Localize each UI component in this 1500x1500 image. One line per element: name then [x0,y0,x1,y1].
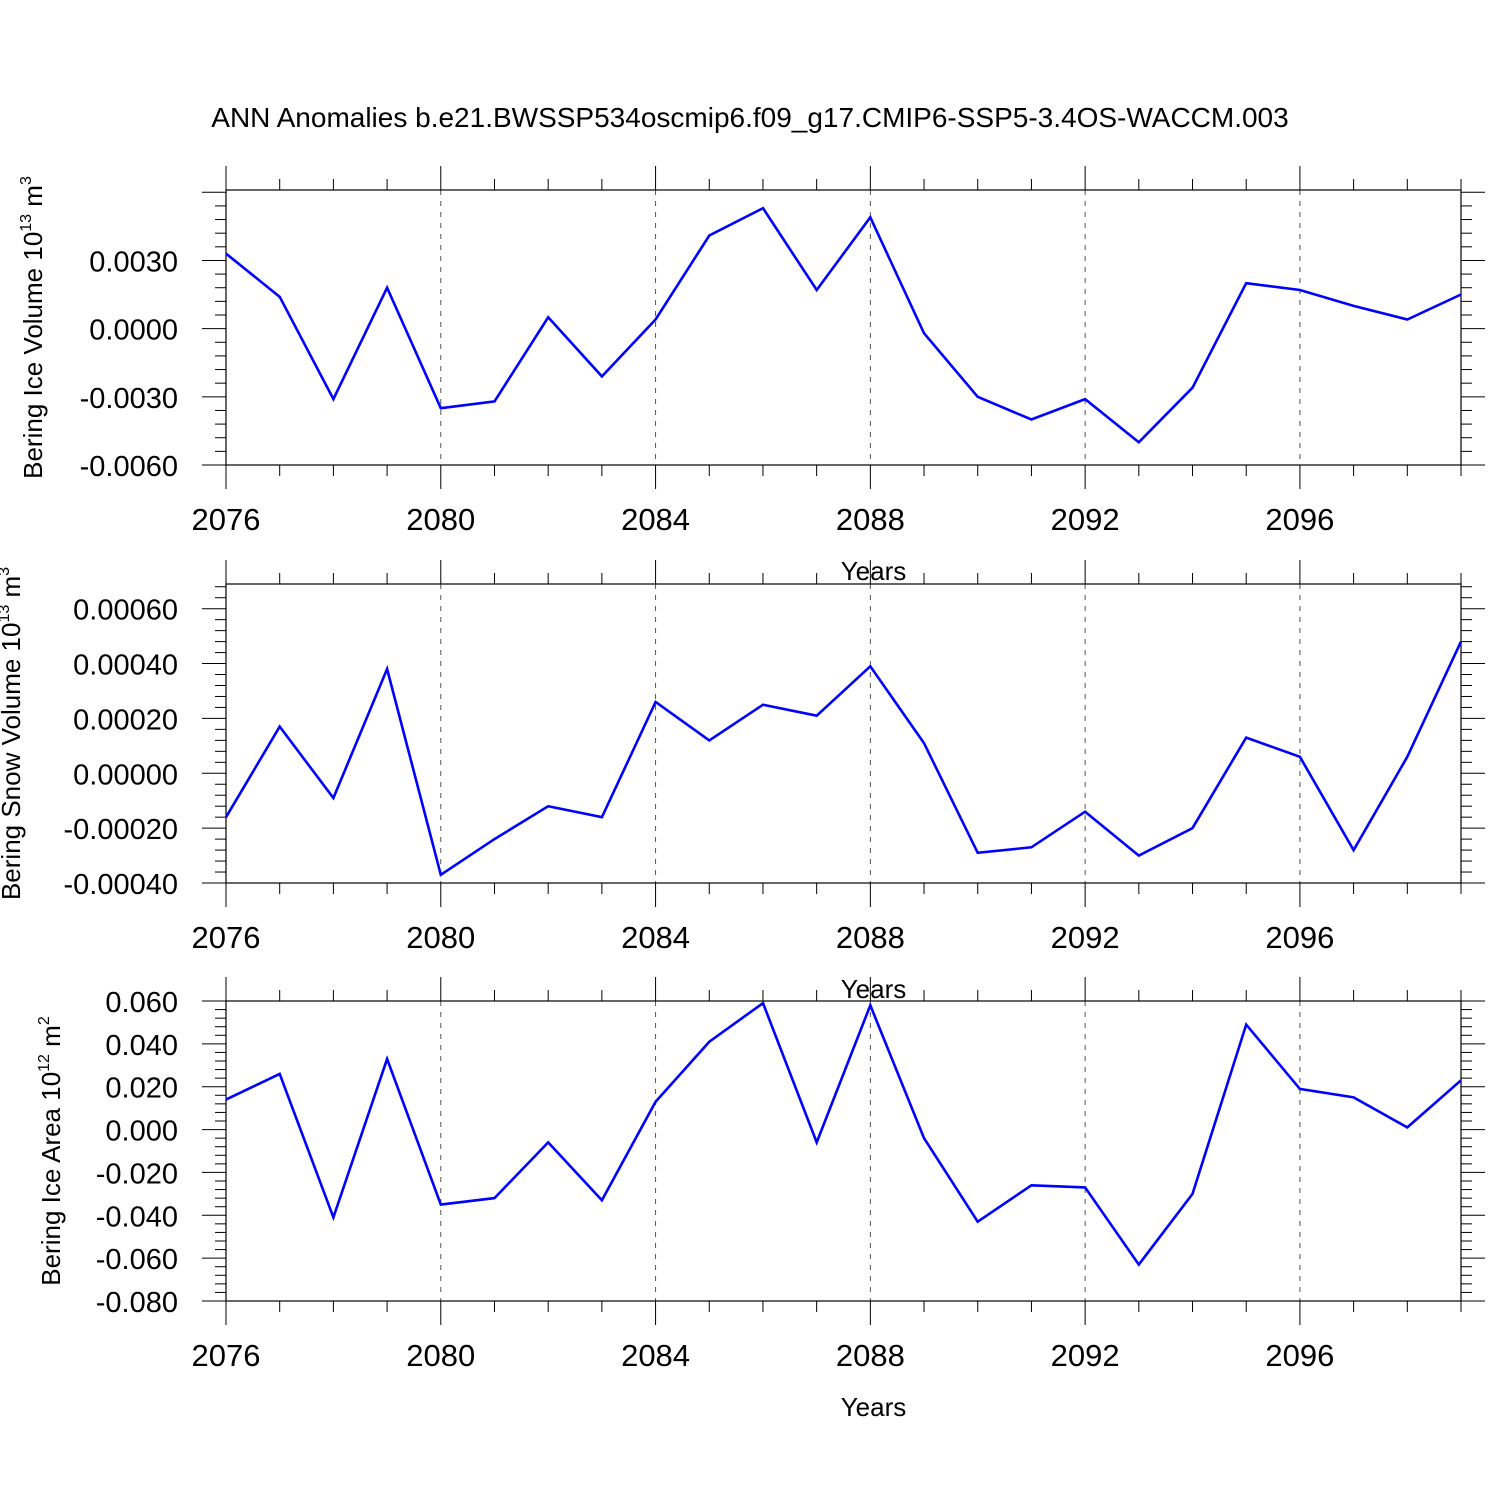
x-tick-label: 2088 [836,1338,905,1373]
x-tick-label: 2076 [192,502,261,537]
y-tick-label: 0.0000 [89,315,178,347]
x-tick-label: 2088 [836,502,905,537]
series-line [224,641,1463,877]
plot-frame [225,583,1462,884]
x-tick-label: 2092 [1051,920,1120,955]
y-axis-label: Bering Snow Volume 1013 m3 [0,567,26,900]
y-tick-label: -0.040 [96,1201,178,1233]
x-axis-label: Years [841,1392,907,1422]
plot-frame [225,1000,1462,1302]
y-tick-label: -0.080 [96,1287,178,1319]
series-line [225,206,1462,445]
x-tick-label: 2076 [192,920,261,955]
x-tick-label: 2080 [406,502,475,537]
chart-panels: 2076 2080 2084 2088 2092 2096 0.0030 0.0000 -0.0… [0,166,1485,1422]
x-tick-label: 2096 [1265,502,1334,537]
y-tick-label: 0.00020 [73,704,178,736]
y-tick-label: 0.020 [105,1073,178,1105]
y-tick-label: 0.00000 [73,759,178,791]
y-tick-label: 0.040 [105,1030,178,1062]
y-tick-label: -0.020 [96,1158,178,1190]
x-tick-label: 2088 [836,920,905,955]
figure-title: ANN Anomalies b.e21.BWSSP534oscmip6.f09_… [211,102,1288,133]
chart-panel-3: 2076 2080 2084 2088 2092 2096 0.060 0.040 0.020 0… [36,977,1485,1422]
chart-panel-2: 2076 2080 2084 2088 2092 2096 0.00060 0.00040 0.… [0,560,1485,1004]
y-tick-label: -0.060 [96,1244,178,1276]
y-tick-label: 0.000 [105,1116,178,1148]
y-tick-label: 0.0030 [89,246,178,278]
x-tick-label: 2084 [621,502,690,537]
x-tick-label: 2080 [406,920,475,955]
y-axis-label: Bering Ice Volume 1013 m3 [18,176,48,479]
x-tick-label: 2084 [621,1338,690,1373]
series-line [225,1001,1462,1267]
x-axis-label: Years [841,974,907,1004]
y-tick-label: -0.0060 [80,451,178,483]
y-tick-label: 0.00040 [73,650,178,682]
y-tick-label: -0.00040 [64,869,179,901]
x-tick-label: 2092 [1051,1338,1120,1373]
x-tick-label: 2084 [621,920,690,955]
x-tick-label: 2096 [1265,920,1334,955]
y-tick-label: 0.060 [105,987,178,1019]
chart-panel-1: 2076 2080 2084 2088 2092 2096 0.0030 0.0000 -0.0… [18,166,1485,586]
y-tick-label: -0.00020 [64,814,179,846]
x-tick-label: 2096 [1265,1338,1334,1373]
y-tick-label: 0.00060 [73,595,178,627]
x-tick-label: 2076 [192,1338,261,1373]
plot-frame [225,189,1462,466]
x-tick-label: 2092 [1051,502,1120,537]
x-axis-label: Years [841,556,907,586]
y-tick-label: -0.0030 [80,383,178,415]
y-axis-label: Bering Ice Area 1012 m2 [36,1016,66,1286]
x-tick-label: 2080 [406,1338,475,1373]
